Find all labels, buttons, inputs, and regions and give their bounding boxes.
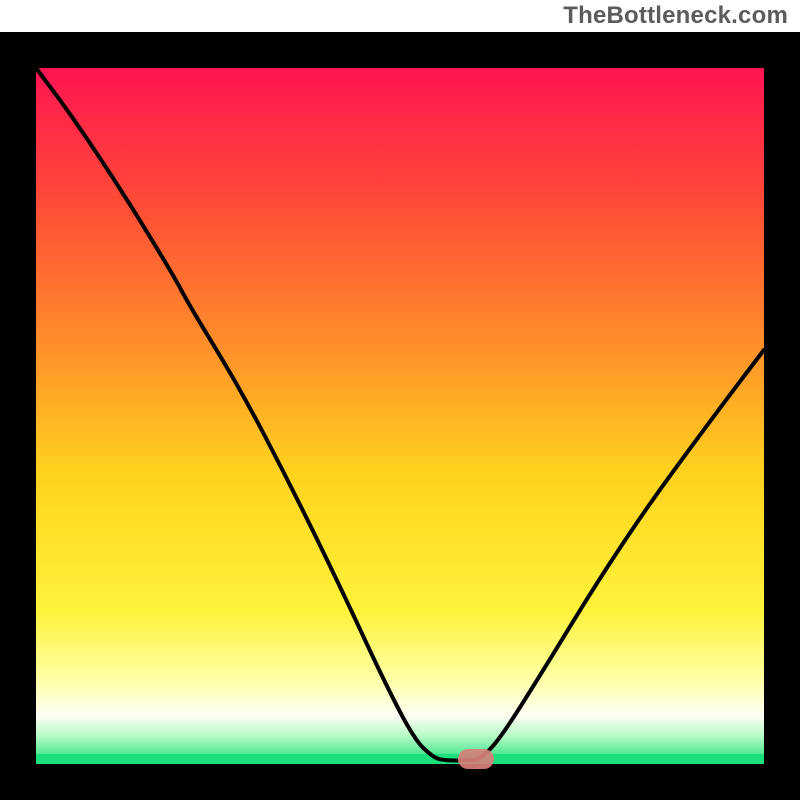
chart-root: TheBottleneck.com — [0, 0, 800, 800]
bottleneck-curve — [36, 68, 764, 764]
minimum-marker — [458, 749, 494, 769]
curve-path — [36, 68, 764, 761]
watermark-text: TheBottleneck.com — [563, 2, 788, 30]
